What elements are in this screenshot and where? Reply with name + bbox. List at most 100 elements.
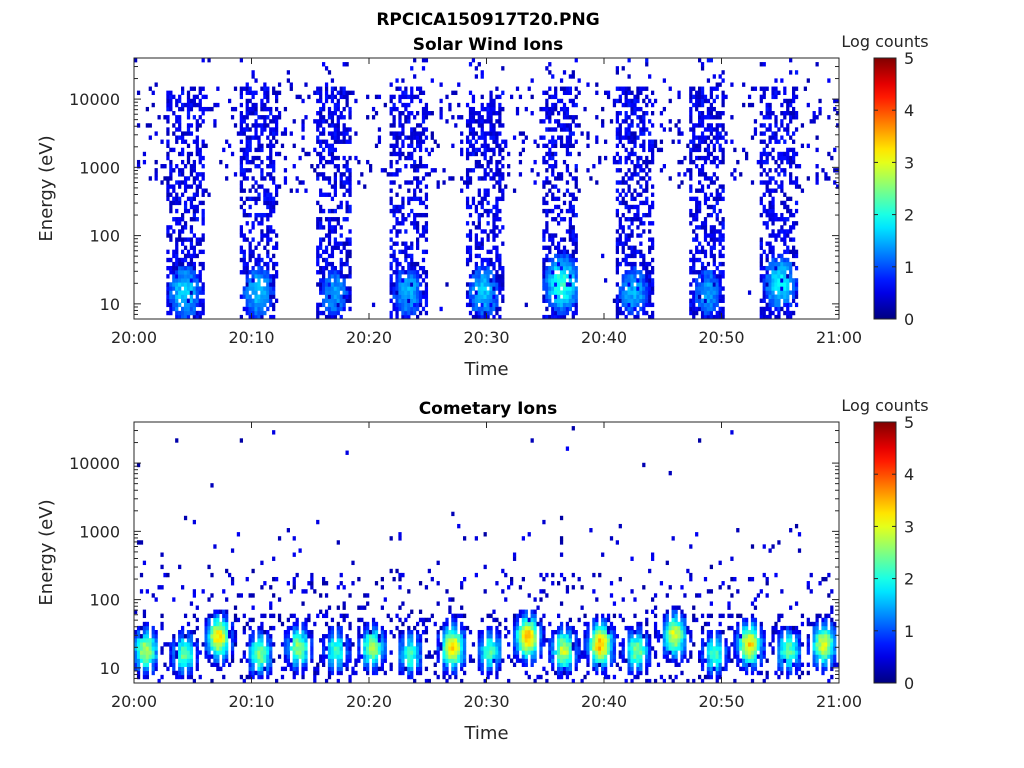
heatmap-cell — [333, 229, 337, 234]
heatmap-cell — [345, 298, 349, 303]
heatmap-cell — [345, 662, 349, 667]
heatmap-cell — [330, 249, 335, 255]
heatmap-cell — [627, 127, 631, 132]
heatmap-cell — [266, 282, 270, 287]
heatmap-cell — [621, 302, 625, 308]
heatmap-cell — [183, 184, 188, 189]
heatmap-cell — [198, 270, 202, 275]
heatmap-cell — [192, 139, 196, 144]
heatmap-cell — [254, 257, 258, 263]
heatmap-cell — [395, 151, 399, 157]
heatmap-cell — [392, 290, 396, 295]
heatmap-cell — [474, 131, 478, 136]
heatmap-cell — [633, 245, 637, 250]
heatmap-cell — [178, 638, 182, 643]
heatmap-cell — [286, 642, 290, 647]
heatmap-cell — [322, 298, 326, 303]
heatmap-cell — [345, 274, 349, 279]
heatmap-cell — [633, 94, 637, 100]
heatmap-cell — [630, 261, 634, 267]
heatmap-cell — [295, 662, 299, 667]
heatmap-cell — [559, 298, 564, 303]
heatmap-cell — [342, 306, 346, 312]
heatmap-cell — [551, 314, 555, 320]
heatmap-cell — [389, 208, 393, 214]
heatmap-cell — [169, 176, 173, 181]
heatmap-cell — [442, 168, 446, 173]
heatmap-cell — [183, 306, 188, 312]
heatmap-cell — [336, 155, 340, 161]
heatmap-cell — [454, 90, 458, 96]
heatmap-cell — [404, 306, 408, 312]
heatmap-cell — [709, 225, 713, 230]
heatmap-cell — [630, 274, 634, 279]
heatmap-cell — [248, 650, 252, 655]
heatmap-cell — [471, 196, 476, 202]
heatmap-cell — [768, 274, 772, 279]
heatmap-cell — [836, 123, 840, 128]
heatmap-cell — [139, 540, 144, 545]
heatmap-cell — [163, 115, 167, 120]
heatmap-cell — [230, 638, 235, 643]
heatmap-cell — [774, 139, 778, 144]
heatmap-cell — [169, 662, 173, 667]
heatmap-cell — [151, 629, 155, 635]
heatmap-cell — [574, 237, 578, 242]
heatmap-cell — [574, 298, 578, 303]
heatmap-cell — [195, 253, 199, 259]
heatmap-cell — [407, 290, 411, 295]
heatmap-cell — [424, 237, 429, 242]
heatmap-cell — [407, 94, 411, 100]
heatmap-cell — [251, 282, 255, 287]
heatmap-cell — [195, 654, 199, 659]
heatmap-cell — [559, 253, 564, 259]
heatmap-cell — [383, 658, 387, 663]
heatmap-cell — [181, 662, 185, 667]
heatmap-cell — [709, 270, 713, 275]
heatmap-cell — [269, 294, 273, 299]
heatmap-cell — [389, 274, 393, 279]
heatmap-cell — [336, 98, 340, 104]
heatmap-cell — [407, 155, 411, 161]
heatmap-cell — [651, 314, 655, 320]
heatmap-cell — [542, 286, 546, 291]
heatmap-cell — [175, 192, 179, 197]
heatmap-cell — [612, 102, 617, 108]
figure-title: RPCICA150917T20.PNG — [376, 10, 599, 30]
heatmap-cell — [181, 131, 185, 136]
heatmap-cell — [777, 302, 781, 308]
heatmap-cell — [342, 115, 346, 120]
heatmap-cell — [709, 310, 713, 316]
heatmap-cell — [392, 249, 396, 255]
heatmap-cell — [310, 629, 314, 635]
heatmap-cell — [624, 241, 628, 246]
heatmap-cell — [269, 314, 273, 320]
heatmap-cell — [700, 225, 705, 230]
heatmap-cell — [768, 294, 772, 299]
heatmap-cell — [642, 257, 646, 263]
heatmap-cell — [771, 90, 775, 96]
heatmap-cell — [792, 253, 796, 259]
heatmap-cell — [245, 102, 249, 108]
heatmap-cell — [501, 192, 505, 197]
heatmap-cell — [327, 286, 332, 291]
heatmap-cell — [172, 597, 176, 602]
heatmap-cell — [468, 302, 473, 308]
heatmap-cell — [715, 82, 719, 87]
heatmap-cell — [789, 164, 793, 169]
heatmap-cell — [645, 127, 649, 132]
heatmap-cell — [624, 302, 628, 308]
heatmap-cell — [151, 638, 155, 643]
heatmap-cell — [806, 78, 810, 83]
heatmap-cell — [407, 135, 411, 140]
heatmap-cell — [330, 196, 335, 202]
heatmap-cell — [545, 290, 549, 295]
heatmap-cell — [322, 265, 326, 271]
heatmap-cell — [213, 662, 217, 667]
heatmap-cell — [492, 204, 496, 210]
heatmap-cell — [700, 86, 705, 91]
heatmap-cell — [169, 646, 173, 651]
heatmap-cell — [480, 290, 484, 295]
heatmap-cell — [636, 204, 640, 210]
heatmap-cell — [322, 581, 326, 586]
